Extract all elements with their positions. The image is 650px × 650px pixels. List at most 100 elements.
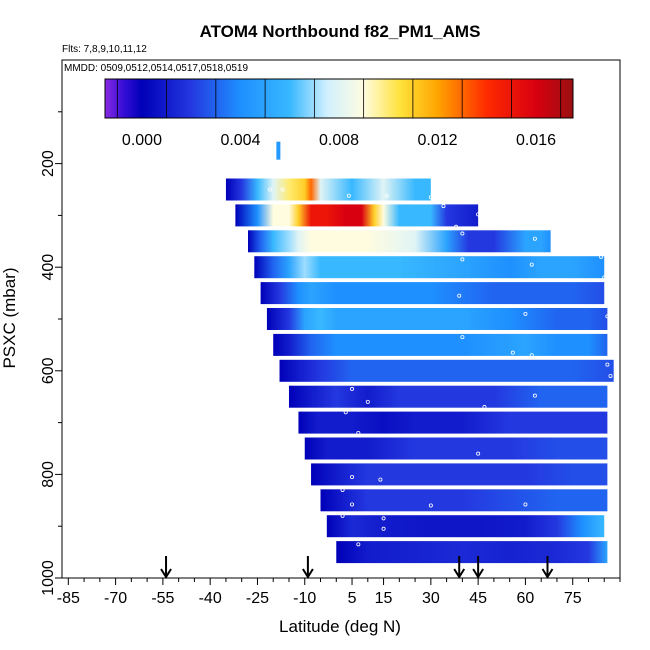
sample-point bbox=[529, 221, 534, 226]
colorbar-bar bbox=[104, 78, 574, 119]
sample-point bbox=[350, 502, 355, 507]
sample-point bbox=[482, 405, 487, 410]
sample-point bbox=[529, 262, 534, 267]
heatmap-band bbox=[276, 141, 281, 160]
sample-point bbox=[378, 477, 383, 482]
sample-point bbox=[523, 311, 528, 316]
sample-point bbox=[384, 193, 389, 198]
sample-point bbox=[460, 335, 465, 340]
x-axis: -85 -70 -55 -40 -25 -10 5 15 30 45 60 75 bbox=[57, 578, 621, 607]
sample-point bbox=[580, 244, 585, 249]
sample-point bbox=[539, 209, 544, 214]
sample-point bbox=[356, 542, 361, 547]
y-tick-label: 200 bbox=[40, 150, 57, 177]
heatmap-band bbox=[279, 359, 614, 382]
sample-point bbox=[381, 516, 386, 521]
sample-point bbox=[350, 386, 355, 391]
sample-point bbox=[476, 451, 481, 456]
heatmap-band bbox=[336, 541, 608, 564]
heatmap-band bbox=[254, 256, 605, 279]
sample-point bbox=[605, 362, 610, 367]
sample-point bbox=[268, 187, 273, 192]
sample-point bbox=[460, 231, 465, 236]
sample-point bbox=[523, 502, 528, 507]
x-tick-label: -25 bbox=[246, 590, 269, 607]
y-tick-label: 1000 bbox=[40, 560, 57, 596]
sample-point bbox=[428, 195, 433, 200]
x-tick-label: -40 bbox=[199, 590, 222, 607]
heatmap-band bbox=[298, 411, 608, 434]
latitude-arrow bbox=[302, 556, 314, 579]
sample-point bbox=[454, 198, 459, 203]
sample-point bbox=[428, 503, 433, 508]
latitude-arrows bbox=[160, 556, 554, 579]
heatmap-band bbox=[326, 515, 605, 538]
sample-point bbox=[510, 350, 515, 355]
colorbar-tick-label: 0.000 bbox=[122, 132, 162, 149]
heatmap-layer bbox=[225, 141, 614, 564]
sample-point bbox=[340, 487, 345, 492]
heatmap-band bbox=[304, 437, 608, 460]
x-tick-label: 15 bbox=[375, 590, 393, 607]
x-tick-label: -85 bbox=[57, 590, 80, 607]
heatmap-band bbox=[266, 308, 608, 330]
x-tick-label: 45 bbox=[469, 590, 487, 607]
y-tick-label: 400 bbox=[40, 254, 57, 281]
latitude-arrow bbox=[472, 556, 484, 579]
sample-point bbox=[608, 506, 613, 511]
sample-point bbox=[340, 513, 345, 518]
latitude-arrow bbox=[453, 556, 466, 579]
x-tick-label: -70 bbox=[104, 590, 127, 607]
sample-point bbox=[532, 236, 537, 241]
x-axis-label: Latitude (deg N) bbox=[279, 617, 401, 636]
sample-point bbox=[356, 430, 361, 435]
sample-point bbox=[523, 210, 528, 215]
heatmap-band bbox=[225, 178, 431, 201]
heatmap-band bbox=[273, 333, 608, 356]
dates-label: MMDD: 0509,0512,0514,0517,0518,0519 bbox=[64, 63, 248, 74]
colorbar-tick-label: 0.016 bbox=[516, 132, 556, 149]
sample-points bbox=[268, 187, 613, 549]
y-tick-label: 600 bbox=[40, 357, 57, 384]
sample-point bbox=[350, 474, 355, 479]
sample-point bbox=[599, 254, 604, 259]
heatmap-band bbox=[260, 282, 605, 305]
sample-point bbox=[280, 187, 285, 192]
sample-point bbox=[529, 353, 534, 358]
sample-point bbox=[381, 526, 386, 531]
sample-point bbox=[343, 410, 348, 415]
colorbar-tick-label: 0.004 bbox=[220, 132, 260, 149]
sample-point bbox=[605, 314, 610, 319]
sample-point bbox=[457, 293, 462, 298]
x-tick-label: -10 bbox=[293, 590, 316, 607]
flights-label: Flts: 7,8,9,10,11,12 bbox=[62, 44, 147, 55]
colorbar-tick-label: 0.008 bbox=[319, 132, 359, 149]
x-tick-label: 60 bbox=[517, 590, 535, 607]
colorbar-tick-label: 0.012 bbox=[418, 132, 458, 149]
y-tick-label: 800 bbox=[40, 461, 57, 488]
y-axis: 200 400 600 800 1000 bbox=[40, 111, 62, 596]
sample-point bbox=[476, 212, 481, 217]
heatmap-band bbox=[311, 463, 608, 486]
sample-point bbox=[507, 226, 512, 231]
sample-point bbox=[602, 275, 607, 280]
sample-point bbox=[365, 399, 370, 404]
heatmap-band bbox=[248, 230, 551, 253]
chart-title: ATOM4 Northbound f82_PM1_AMS bbox=[200, 22, 481, 41]
latitude-arrow bbox=[541, 556, 554, 579]
sample-point bbox=[346, 193, 351, 198]
latitude-arrow bbox=[160, 556, 172, 579]
sample-point bbox=[608, 373, 613, 378]
heatmap-band bbox=[288, 385, 608, 408]
sample-point bbox=[441, 204, 446, 209]
colorbar bbox=[104, 78, 574, 119]
sample-point bbox=[498, 205, 503, 210]
colorbar-tick-labels: 0.000 0.004 0.008 0.012 0.016 bbox=[122, 132, 556, 149]
x-tick-label: 30 bbox=[422, 590, 440, 607]
y-axis-label: PSXC (mbar) bbox=[0, 267, 19, 368]
x-tick-label: 75 bbox=[564, 590, 582, 607]
sample-point bbox=[454, 224, 459, 229]
x-tick-label: 5 bbox=[348, 590, 357, 607]
sample-point bbox=[608, 544, 613, 549]
